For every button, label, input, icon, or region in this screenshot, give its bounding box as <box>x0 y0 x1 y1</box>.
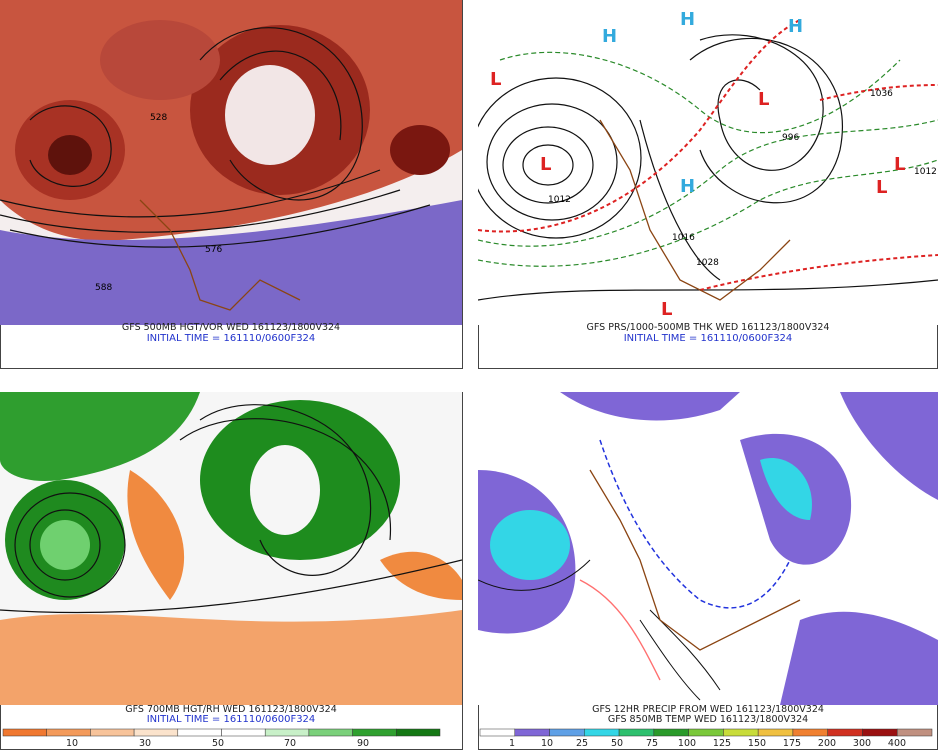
high-center: H <box>680 9 695 30</box>
colorbar-label: 50 <box>611 738 623 749</box>
initial-time: INITIAL TIME = 161110/0600F324 <box>624 333 793 344</box>
colorbar-label: 75 <box>646 738 658 749</box>
low-center: L <box>876 177 887 198</box>
colorbar-label: 125 <box>713 738 731 749</box>
colorbar-label: 100 <box>678 738 696 749</box>
initial-time: INITIAL TIME = 161110/0600F324 <box>147 714 316 725</box>
low-center: L <box>894 154 905 175</box>
colorbar-label: 300 <box>853 738 871 749</box>
colorbar-swatch <box>221 728 266 737</box>
isobar-label: 1016 <box>672 233 695 243</box>
map-caption: GFS 12HR PRECIP FROM WED 161123/1800V324 <box>592 704 824 715</box>
colorbar-label: 1 <box>509 738 515 749</box>
colorbar-swatch <box>618 728 655 737</box>
colorbar-label: 10 <box>541 738 553 749</box>
isobar-label: 996 <box>782 133 799 143</box>
colorbar-label: 175 <box>783 738 801 749</box>
isobar-label: 1012 <box>914 167 937 177</box>
colorbar-swatch <box>584 728 620 737</box>
colorbar-swatch <box>653 728 689 737</box>
colorbar-swatch <box>352 728 397 737</box>
colorbar-swatch <box>514 728 550 737</box>
map-caption: GFS 850MB TEMP WED 161123/1800V324 <box>608 714 808 725</box>
map-caption: GFS 500MB HGT/VOR WED 161123/1800V324 <box>122 322 340 333</box>
contour-label: 576 <box>205 245 222 255</box>
map-precip <box>478 392 938 705</box>
colorbar-swatch <box>723 728 759 737</box>
initial-time: INITIAL TIME = 161110/0600F324 <box>147 333 316 344</box>
isobar-label: 1028 <box>696 258 719 268</box>
contour-label: 588 <box>95 283 112 293</box>
colorbar-swatch <box>264 728 310 737</box>
colorbar-swatch <box>757 728 794 737</box>
high-center: H <box>680 176 695 197</box>
colorbar-swatch <box>46 728 91 737</box>
colorbar-swatch <box>396 728 441 737</box>
isobar-label: 1036 <box>870 89 893 99</box>
low-center: L <box>661 299 672 320</box>
colorbar-label: 30 <box>139 738 151 749</box>
colorbar-swatch <box>827 728 863 737</box>
colorbar-label: 70 <box>284 738 296 749</box>
low-center: L <box>490 69 501 90</box>
high-center: H <box>602 26 617 47</box>
colorbar-label: 25 <box>576 738 588 749</box>
colorbar-label: 400 <box>888 738 906 749</box>
colorbar-swatch <box>479 728 516 737</box>
colorbar-swatch <box>2 728 47 737</box>
colorbar-swatch <box>549 728 585 737</box>
colorbar-swatch <box>308 728 353 737</box>
colorbar-label: 150 <box>748 738 766 749</box>
colorbar-label: 10 <box>66 738 78 749</box>
colorbar-swatch <box>896 728 933 737</box>
contour-label: 528 <box>150 113 167 123</box>
colorbar-swatch <box>90 728 135 737</box>
high-center: H <box>788 16 803 37</box>
colorbar-label: 50 <box>212 738 224 749</box>
low-center: L <box>540 154 551 175</box>
map-700mb <box>0 392 462 705</box>
isobar-label: 1012 <box>548 195 571 205</box>
map-caption: GFS PRS/1000-500MB THK WED 161123/1800V3… <box>587 322 830 333</box>
colorbar-label: 90 <box>357 738 369 749</box>
map-500mb <box>0 0 462 325</box>
colorbar-label: 200 <box>818 738 836 749</box>
colorbar-swatch <box>862 728 898 737</box>
map-pressure <box>478 0 938 325</box>
colorbar-swatch <box>177 728 222 737</box>
colorbar-swatch <box>792 728 828 737</box>
low-center: L <box>758 89 769 110</box>
colorbar-swatch <box>688 728 724 737</box>
colorbar-swatch <box>133 728 179 737</box>
map-caption: GFS 700MB HGT/RH WED 161123/1800V324 <box>125 704 337 715</box>
